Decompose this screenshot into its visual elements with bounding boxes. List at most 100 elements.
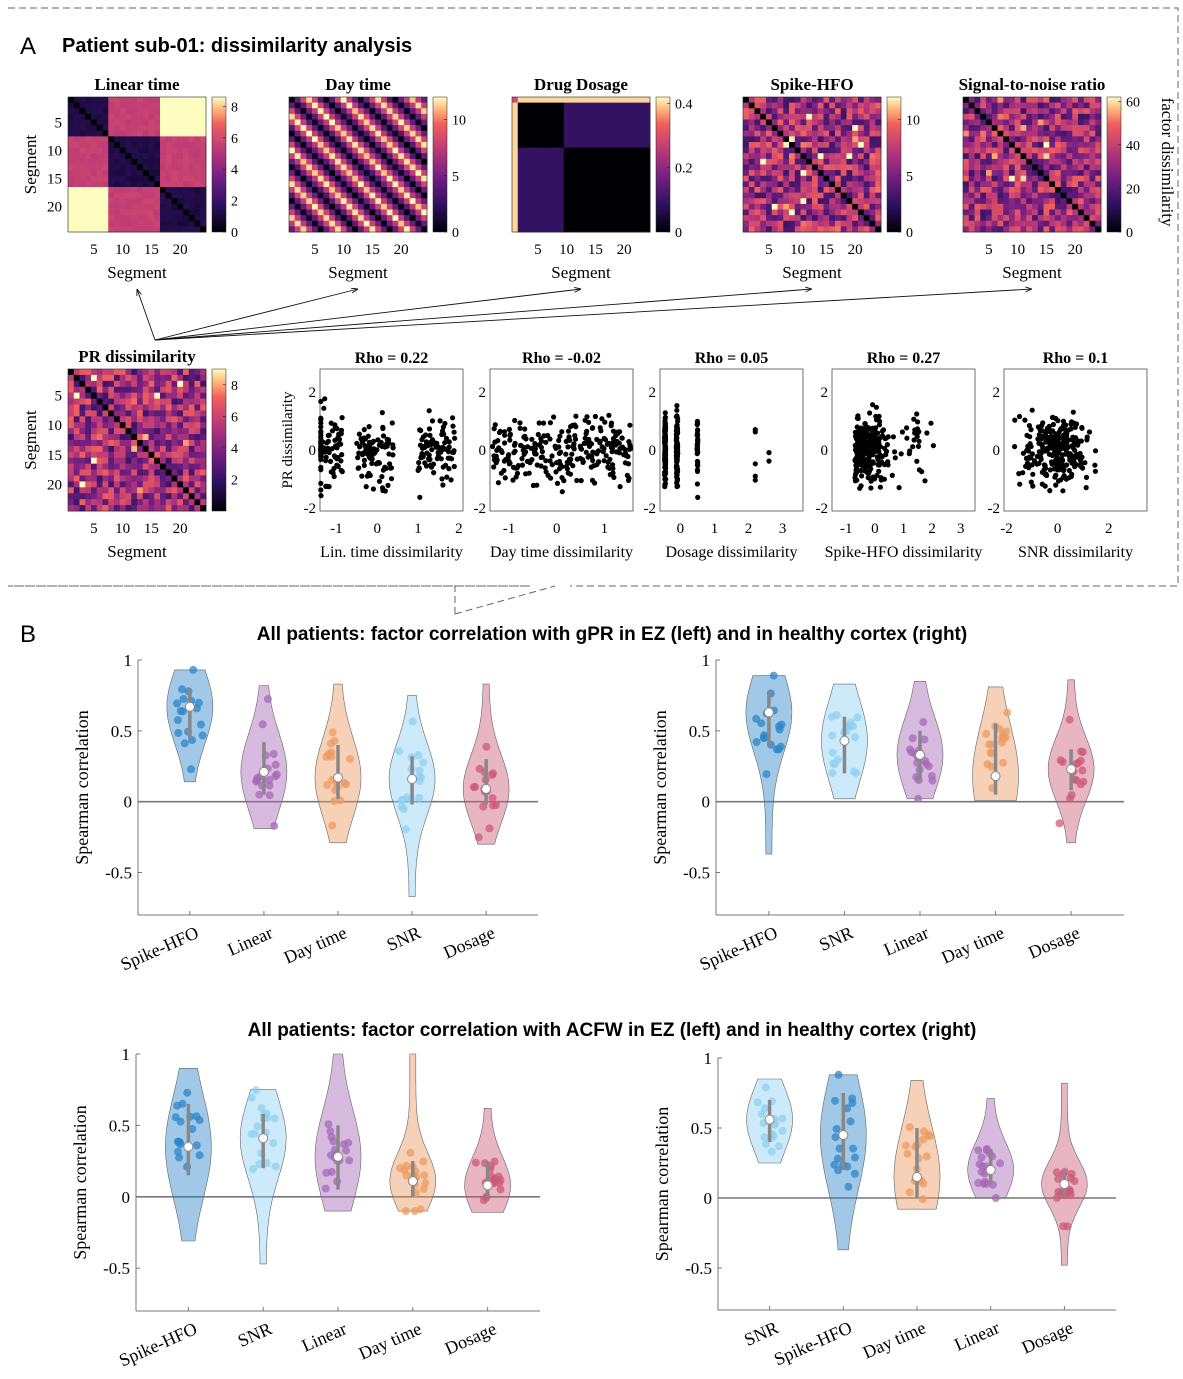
heatmap-cell xyxy=(363,215,370,222)
heatmap-cell xyxy=(627,215,634,222)
heatmap-cell xyxy=(317,215,324,222)
heatmap-cell xyxy=(789,113,796,120)
heatmap-cell xyxy=(340,142,347,149)
heatmap-cell xyxy=(1009,164,1016,171)
heatmap-cell xyxy=(79,445,86,453)
heatmap-cell xyxy=(1060,220,1067,227)
scatter-xtick: 1 xyxy=(711,521,719,537)
heatmap-cell xyxy=(79,434,86,441)
heatmap-cell xyxy=(421,226,428,233)
heatmap-cell xyxy=(352,108,359,115)
heatmap-cell xyxy=(114,386,121,394)
heatmap-cell xyxy=(409,125,416,132)
scatter-xtick: 2 xyxy=(1105,521,1113,537)
heatmap-cell xyxy=(375,158,382,165)
scatter-point xyxy=(1079,454,1085,460)
heatmap-cell xyxy=(194,493,201,500)
heatmap-cell xyxy=(1003,209,1010,216)
heatmap-cell xyxy=(300,164,307,171)
heatmap-cell xyxy=(289,181,296,188)
heatmap-cell xyxy=(783,215,790,222)
heatmap-cell xyxy=(137,220,144,227)
heatmap-cell xyxy=(183,187,190,194)
heatmap-cell xyxy=(743,209,750,216)
heatmap-cell xyxy=(91,457,98,465)
heatmap-cell xyxy=(125,445,132,453)
heatmap-cell xyxy=(777,158,784,165)
scatter-point xyxy=(556,437,562,444)
heatmap-cell xyxy=(200,481,207,488)
heatmap-cell xyxy=(558,102,565,109)
heatmap-cell xyxy=(329,192,336,199)
heatmap-cell xyxy=(523,164,530,171)
heatmap-cell xyxy=(1043,175,1050,182)
scatter-point xyxy=(498,470,504,476)
scatter-point xyxy=(523,471,529,477)
heatmap-cell xyxy=(638,130,645,137)
heatmap-cell xyxy=(604,108,611,115)
heatmap-cell xyxy=(194,505,201,512)
heatmap-cell xyxy=(102,457,109,465)
heatmap-cell xyxy=(188,386,195,394)
heatmap-cell xyxy=(760,164,767,171)
heatmap-cell xyxy=(188,404,195,411)
heatmap-cell xyxy=(817,142,824,149)
heatmap-cell xyxy=(632,170,639,177)
scatter-point xyxy=(890,434,897,440)
heatmap-cell xyxy=(289,209,296,216)
scatter-point xyxy=(1036,460,1042,466)
heatmap-cell xyxy=(398,113,405,120)
heatmap-cell xyxy=(137,153,144,160)
scatter-point xyxy=(752,473,758,479)
heatmap-cell xyxy=(363,181,370,188)
heatmap-cell xyxy=(108,226,115,233)
heatmap-cell xyxy=(800,187,807,194)
scatter-point xyxy=(429,447,435,453)
heatmap-cell xyxy=(79,130,86,137)
heatmap-cell xyxy=(329,198,336,205)
heatmap-cell xyxy=(154,226,161,233)
heatmap-cell xyxy=(794,158,801,165)
heatmap-cell xyxy=(421,220,428,227)
heatmap-cell xyxy=(1095,158,1102,165)
heatmap-cell xyxy=(119,410,126,417)
heatmap-cell xyxy=(171,97,178,104)
heatmap-cell xyxy=(974,102,981,109)
heatmap-cell xyxy=(1037,192,1044,199)
segment-tick: 15 xyxy=(47,172,62,188)
scatter-point xyxy=(1029,407,1035,413)
heatmap-cell xyxy=(1066,226,1073,233)
heatmap-cell xyxy=(177,113,184,120)
heatmap-cell xyxy=(1089,142,1096,149)
heatmap-cell xyxy=(317,147,324,154)
heatmap-cell xyxy=(875,164,882,171)
heatmap-cell xyxy=(131,97,138,104)
heatmap-cell xyxy=(823,153,830,160)
heatmap-cell xyxy=(968,153,975,160)
heatmap-cell xyxy=(609,215,616,222)
heatmap-cell xyxy=(586,181,593,188)
heatmap-cell xyxy=(638,170,645,177)
heatmap-cell xyxy=(312,164,319,171)
heatmap-cell xyxy=(997,187,1004,194)
heatmap-cell xyxy=(991,142,998,149)
heatmap-cell xyxy=(68,113,75,120)
heatmap-cell xyxy=(1060,226,1067,233)
heatmap-cell xyxy=(875,220,882,227)
heatmap-cell xyxy=(517,125,524,132)
heatmap-cell xyxy=(840,119,847,126)
heatmap-cell xyxy=(777,192,784,199)
heatmap-cell xyxy=(963,102,970,109)
scatter-point xyxy=(370,438,376,444)
heatmap-cell xyxy=(604,170,611,177)
heatmap-cell xyxy=(306,142,313,149)
heatmap-cell xyxy=(1032,130,1039,137)
scatter-point xyxy=(326,449,332,456)
colorbar-label: factor dissimilarity xyxy=(1158,98,1177,227)
heatmap-cell xyxy=(632,181,639,188)
heatmap-cell xyxy=(102,192,109,199)
heatmap-cell xyxy=(165,445,172,453)
heatmap-cell xyxy=(154,215,161,222)
scatter-xtick: -1 xyxy=(330,521,343,537)
heatmap-cell xyxy=(154,398,161,405)
